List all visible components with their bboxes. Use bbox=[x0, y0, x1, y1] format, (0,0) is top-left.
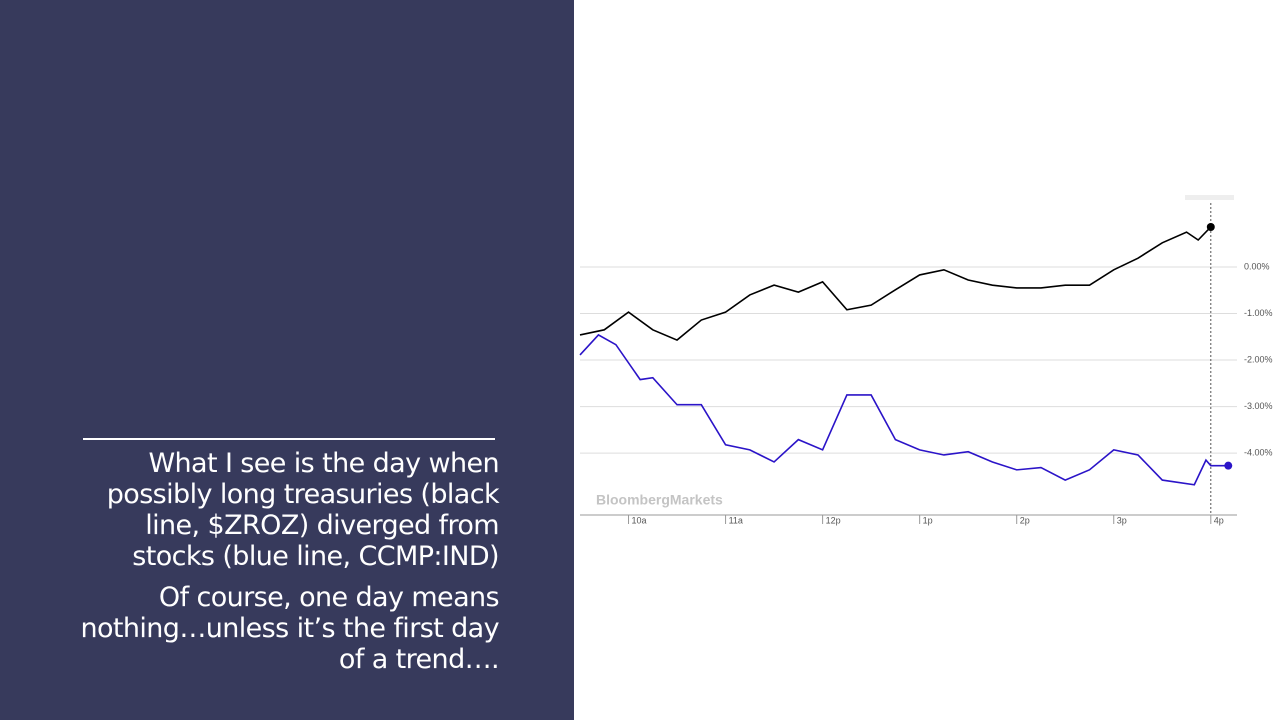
paragraph: Of course, one day means nothing…unless i… bbox=[19, 582, 499, 675]
y-tick-label: -1.00% bbox=[1244, 308, 1273, 318]
text-line: possibly long treasuries (black bbox=[106, 479, 500, 510]
text-line: of a trend…. bbox=[338, 644, 500, 675]
header-bar bbox=[1185, 195, 1234, 200]
text-line: line, $ZROZ) diverged from bbox=[145, 510, 499, 541]
text-line: nothing…unless it’s the first day bbox=[80, 613, 499, 644]
text-line: stocks (blue line, CCMP:IND) bbox=[132, 541, 499, 572]
x-tick-label: 11a bbox=[729, 515, 743, 525]
series-line bbox=[579, 226, 1212, 341]
text-line: What I see is the day when bbox=[148, 448, 499, 479]
watermark: BloombergMarkets bbox=[596, 492, 723, 508]
y-tick-label: 0.00% bbox=[1244, 261, 1270, 271]
x-tick-label: 12p bbox=[826, 515, 841, 525]
series-line bbox=[579, 333, 1229, 486]
text-line: Of course, one day means bbox=[158, 582, 500, 613]
paragraph: What I see is the day when possibly long … bbox=[19, 448, 500, 572]
x-tick-label: 3p bbox=[1117, 515, 1127, 525]
slide-text: What I see is the day when possibly long … bbox=[19, 448, 499, 685]
end-point bbox=[1224, 461, 1233, 470]
x-tick-label: 1p bbox=[923, 515, 933, 525]
y-tick-label: -3.00% bbox=[1244, 401, 1273, 411]
x-tick-label: 2p bbox=[1020, 515, 1030, 525]
divider bbox=[83, 438, 495, 440]
side-panel bbox=[0, 0, 574, 720]
end-point bbox=[1206, 222, 1215, 231]
y-tick-label: -4.00% bbox=[1244, 447, 1273, 457]
y-tick-label: -2.00% bbox=[1244, 354, 1273, 364]
x-tick-label: 4p bbox=[1214, 515, 1224, 525]
x-tick-label: 10a bbox=[632, 515, 647, 525]
